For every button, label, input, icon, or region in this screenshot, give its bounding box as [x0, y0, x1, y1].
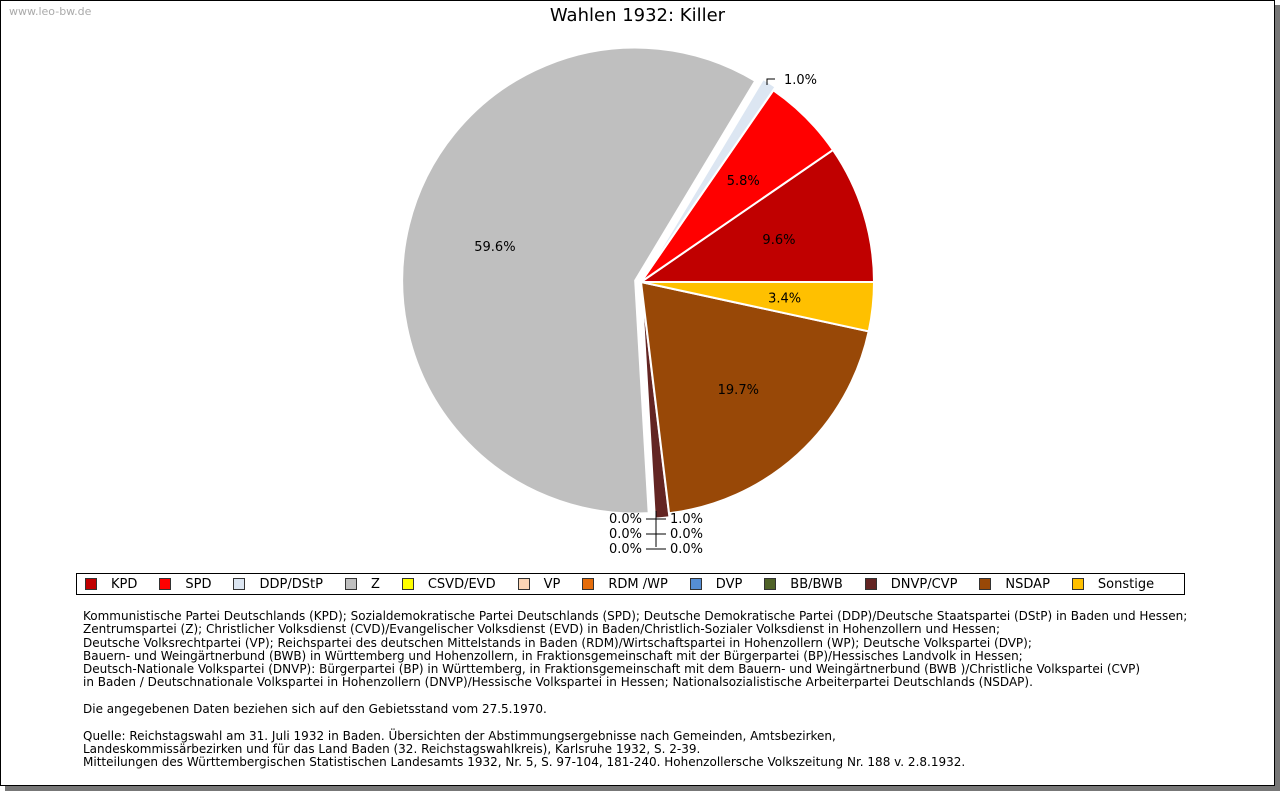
legend-item: BB/BWB — [764, 576, 843, 592]
legend-item: RDM /WP — [582, 576, 668, 592]
data-label: 9.6% — [762, 233, 795, 248]
legend-item: Z — [344, 576, 380, 592]
watermark: www.leo-bw.de — [9, 5, 92, 18]
legend-item: NSDAP — [979, 577, 1050, 592]
legend-swatch — [344, 578, 357, 590]
legend-swatch — [401, 578, 414, 590]
pie-slice-nsdap — [639, 280, 870, 515]
legend-label: CSVD/EVD — [427, 576, 496, 592]
legend-label: DVP — [715, 576, 743, 592]
legend-swatch — [85, 578, 97, 590]
legend-swatch — [517, 578, 530, 590]
footnote-line: Kommunistische Partei Deutschlands (KPD)… — [83, 609, 1188, 623]
legend-item: CSVD/EVD — [401, 576, 496, 592]
legend-label: NSDAP — [1005, 576, 1050, 592]
legend-swatch — [233, 578, 246, 590]
data-label: 0.0% — [670, 542, 703, 557]
legend-swatch — [764, 578, 777, 590]
legend-label: Z — [370, 576, 380, 592]
legend-label: VP — [543, 576, 561, 592]
legend-label: DNVP/CVP — [890, 576, 958, 592]
footnote-line: Deutsche Volksrechtpartei (VP); Reichspa… — [83, 635, 1032, 650]
data-label: 0.0% — [670, 527, 703, 542]
data-label: 1.0% — [670, 512, 703, 527]
legend-label: SPD — [185, 576, 212, 592]
footnote-line: Zentrumspartei (Z); Christlicher Volksdi… — [83, 622, 1001, 637]
legend-label: DDP/DStP — [259, 576, 323, 592]
footnote-line: Deutsch-Nationale Volkspartei (DNVP): Bü… — [83, 662, 1141, 677]
legend-label: KPD — [111, 576, 138, 592]
footnotes: Kommunistische Partei Deutschlands (KPD)… — [83, 609, 1188, 770]
legend-swatch — [582, 578, 595, 590]
legend-item: KPD — [85, 577, 137, 592]
legend-item: DVP — [689, 576, 743, 592]
legend-swatch — [1071, 578, 1084, 590]
data-label: 0.0% — [609, 512, 642, 527]
pie-slice-kpd — [637, 148, 876, 283]
legend-item: DNVP/CVP — [864, 576, 958, 592]
legend-item: VP — [517, 576, 561, 592]
pie-slice-ddp-dstp — [642, 77, 777, 280]
leader-line — [766, 78, 775, 85]
footnote-line: Die angegebenen Daten beziehen sich auf … — [83, 702, 547, 717]
data-label: 59.6% — [474, 240, 515, 255]
pie-slice-z — [401, 46, 757, 515]
footnote-line: Bauern- und Weingärtnerbund (BWB) in Wür… — [83, 648, 1023, 663]
data-label: 5.8% — [727, 174, 760, 189]
footnote-line: in Baden / Deutschnationale Volkspartei … — [83, 675, 1033, 690]
legend-swatch — [689, 578, 702, 590]
data-label: 1.0% — [784, 73, 817, 88]
footnote-line — [83, 716, 1187, 729]
legend-swatch — [979, 578, 992, 590]
footnote-line: Mitteilungen des Württembergischen Stati… — [83, 755, 966, 770]
data-label: 0.0% — [609, 542, 642, 557]
legend-item: DDP/DStP — [233, 576, 323, 592]
footnote-line — [83, 690, 1187, 703]
legend: KPD SPD DDP/DStP Z CSVD/EVD VP RDM /WP DVP BB/BW… — [76, 573, 1185, 595]
legend-label: RDM /WP — [608, 576, 668, 592]
pie-chart: 9.6%5.8%1.0%59.6%19.7%3.4%1.0%0.0%0.0%0.… — [401, 46, 876, 557]
footnote-line: Landeskommissärbezirken und für das Land… — [83, 741, 701, 756]
data-label: 19.7% — [718, 383, 759, 398]
data-label: 3.4% — [768, 291, 801, 306]
legend-swatch — [159, 578, 172, 590]
legend-swatch — [864, 578, 877, 590]
legend-item: Sonstige — [1071, 576, 1155, 592]
pie-slice-sonstige — [640, 281, 876, 333]
data-label: 0.0% — [609, 527, 642, 542]
footnote-line: Quelle: Reichstagswahl am 31. Juli 1932 … — [83, 728, 836, 743]
legend-label: BB/BWB — [790, 576, 843, 592]
chart-title: Wahlen 1932: Killer — [549, 5, 726, 26]
legend-item: SPD — [159, 577, 211, 592]
legend-label: Sonstige — [1097, 576, 1155, 592]
